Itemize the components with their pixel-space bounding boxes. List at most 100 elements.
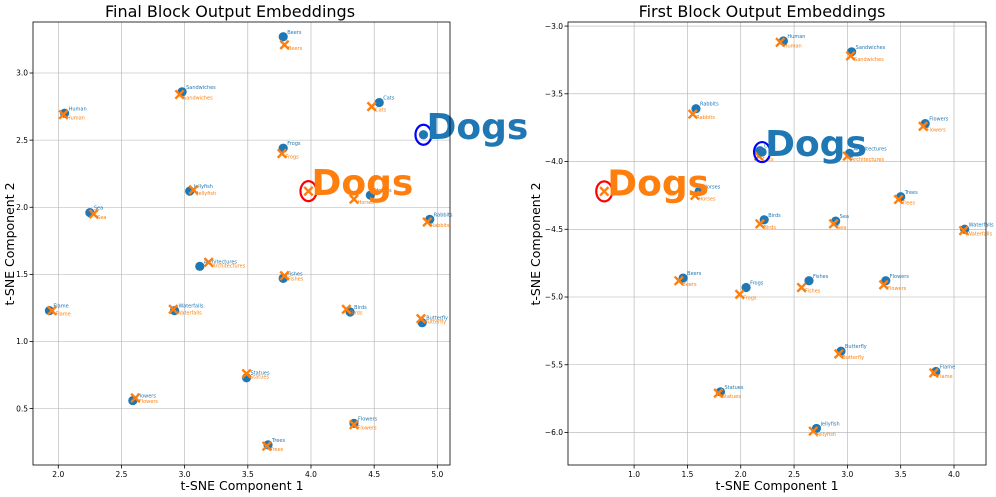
- point-label: Trees: [269, 447, 283, 453]
- point-label: Frogs: [750, 281, 764, 287]
- point-cross-flowers: [348, 419, 360, 430]
- dogs-circle-ring: [752, 140, 772, 164]
- chart-title: Final Block Output Embeddings: [105, 2, 355, 21]
- x-tick-label: 3.5: [895, 470, 907, 479]
- point-label: Butterfly: [426, 316, 448, 322]
- point-cross-cats: [366, 101, 377, 112]
- point-label: Waterfalls: [969, 222, 994, 228]
- point-label: Fishes: [287, 271, 303, 277]
- point-label: Horses: [698, 196, 716, 202]
- point-label: Sea: [840, 214, 849, 220]
- point-label: Architectures: [204, 259, 238, 265]
- x-tick-label: 1.5: [681, 470, 693, 479]
- point-cross-human: [58, 109, 69, 120]
- point-circle-fishes: [804, 276, 814, 286]
- point-label: Butterfly: [424, 320, 446, 326]
- point-cross-flowers: [878, 279, 889, 290]
- point-label: Jellyfish: [819, 421, 839, 427]
- point-label: Sandwiches: [183, 95, 213, 101]
- point-label: Birds: [354, 305, 367, 311]
- point-label: Rabbits: [700, 102, 719, 108]
- x-tick-label: 3.5: [242, 470, 254, 479]
- x-tick-label: 2.5: [115, 470, 127, 479]
- point-label: Flame: [937, 374, 952, 380]
- point-cross-jellyfish: [808, 426, 819, 437]
- point-circle-cats: [374, 97, 384, 108]
- point-cross-beers: [673, 275, 684, 286]
- point-label: Flowers: [927, 127, 947, 133]
- point-label: Sandwiches: [854, 57, 884, 63]
- point-label: Horses: [357, 200, 375, 206]
- x-tick-label: 4.0: [948, 470, 960, 479]
- dogs-label-blue: Dogs: [426, 107, 528, 148]
- point-label: Human: [784, 43, 802, 49]
- point-label: Sandwiches: [856, 45, 886, 51]
- point-label: Fishes: [813, 274, 829, 280]
- point-cross-statues: [713, 388, 724, 399]
- y-tick-label: 0.5: [16, 404, 28, 413]
- x-tick-label: 3.0: [179, 470, 191, 479]
- x-axis-label: t-SNE Component 1: [180, 478, 303, 493]
- x-tick-label: 2.0: [52, 470, 64, 479]
- point-label: Architectures: [851, 157, 885, 163]
- point-cross-statues: [241, 368, 252, 379]
- dogs-cross-marker: [303, 186, 314, 197]
- point-label: Fishes: [805, 289, 821, 295]
- point-label: Beers: [287, 30, 302, 36]
- point-label: Cats: [375, 108, 387, 114]
- point-cross-flame: [46, 305, 58, 316]
- dogs-circle-ring: [414, 123, 433, 146]
- point-label: Frogs: [743, 295, 757, 301]
- point-cross-rabbits: [687, 109, 698, 120]
- point-label: Flowers: [357, 426, 377, 432]
- x-tick-label: 2.5: [788, 470, 800, 479]
- point-circle-flame: [44, 306, 55, 316]
- point-label: Trees: [271, 438, 285, 444]
- chart-final-block: Final Block Output Embeddings 2.0 2.5 3.0 3…: [2, 2, 528, 493]
- dogs-cross-marker: [599, 186, 610, 197]
- point-cross-trees: [893, 194, 904, 205]
- point-label: Statues: [250, 375, 269, 381]
- point-circle-rabbits: [691, 104, 701, 114]
- point-label: Statues: [722, 394, 741, 400]
- point-cross-sea: [828, 218, 839, 229]
- point-cross-rabbits: [422, 216, 433, 228]
- point-cross-frogs: [276, 148, 287, 159]
- point-cross-fishes: [796, 282, 807, 293]
- point-label: Flowers: [887, 286, 907, 292]
- point-cross-jellyfish: [188, 184, 199, 195]
- point-label: Jellyfish: [193, 184, 213, 190]
- point-label: Rabbits: [434, 212, 453, 218]
- point-label: Sea: [97, 215, 106, 221]
- x-tick-label: 4.0: [305, 470, 317, 479]
- y-tick-label: 3.0: [16, 69, 28, 78]
- point-cross-butterfly: [833, 348, 844, 359]
- point-label: Waterfalls: [177, 310, 202, 316]
- point-cross-birds: [341, 304, 352, 315]
- point-circle-horses: [365, 190, 375, 200]
- dogs-label-blue: Dogs: [765, 124, 867, 165]
- point-label: Statues: [724, 385, 743, 391]
- dogs-cross-ring: [595, 180, 614, 203]
- point-cross-fishes: [279, 270, 290, 281]
- dogs-cross-ring: [299, 180, 318, 203]
- dogs-label-orange: Dogs: [311, 163, 413, 204]
- point-label: Butterfly: [845, 344, 867, 350]
- point-cross-waterfalls: [958, 225, 969, 236]
- plot-area: [32, 21, 451, 466]
- point-label: Beers: [687, 271, 702, 277]
- y-tick-label: 1.5: [16, 270, 28, 279]
- point-cross-frogs: [734, 289, 745, 300]
- point-label: Frogs: [287, 141, 301, 147]
- x-tick-label: 1.0: [628, 470, 640, 479]
- point-cross-human: [775, 37, 786, 48]
- point-circle-beers: [278, 32, 288, 42]
- point-label: Human: [787, 34, 805, 40]
- y-axis-label: t-SNE Component 2: [528, 182, 543, 305]
- point-label: Waterfalls: [967, 232, 992, 238]
- point-label: Human: [69, 106, 87, 112]
- point-cross-sandwiches: [845, 50, 856, 61]
- point-label: Butterfly: [842, 355, 864, 361]
- point-cross-sandwiches: [174, 89, 185, 100]
- point-label: Birds: [768, 213, 781, 219]
